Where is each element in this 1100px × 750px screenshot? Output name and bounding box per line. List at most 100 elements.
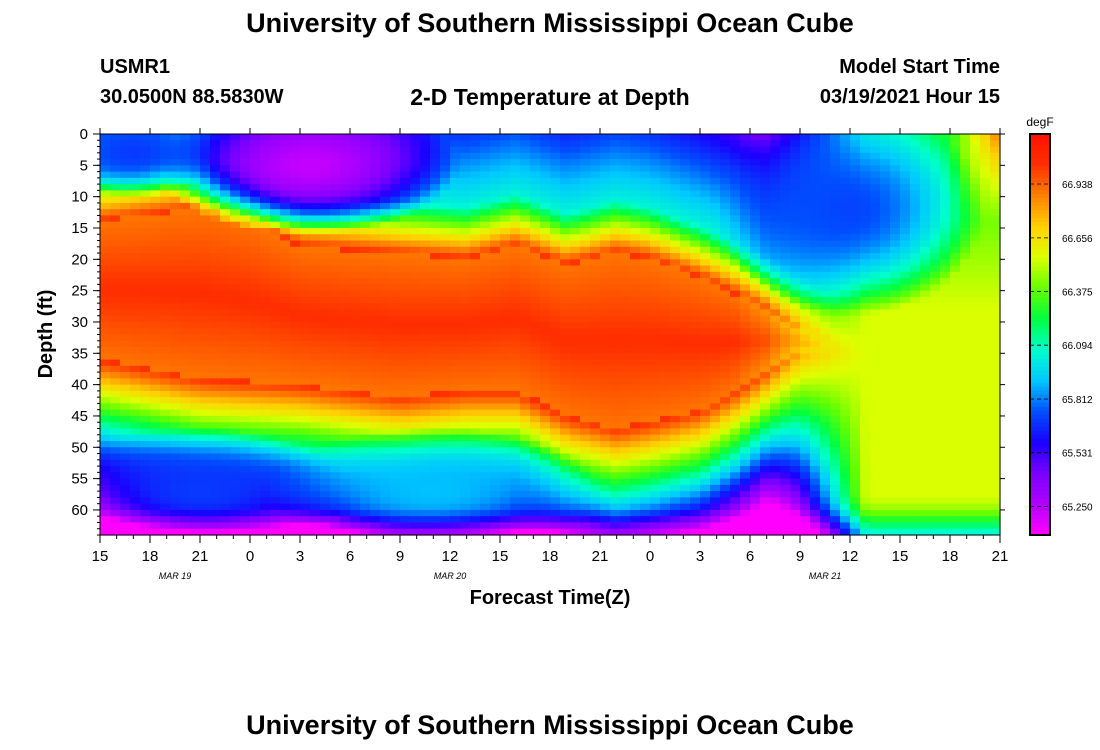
heatmap-cell xyxy=(340,378,351,386)
heatmap-cell xyxy=(940,259,951,267)
heatmap-cell xyxy=(290,441,301,448)
heatmap-cell xyxy=(260,196,271,204)
heatmap-cell xyxy=(350,159,361,166)
heatmap-cell xyxy=(350,184,361,191)
heatmap-cell xyxy=(220,202,231,210)
heatmap-cell xyxy=(200,321,211,329)
heatmap-cell xyxy=(300,296,311,304)
heatmap-cell xyxy=(670,278,681,285)
heatmap-cell xyxy=(310,347,321,354)
heatmap-cell xyxy=(370,271,381,279)
heatmap-cell xyxy=(700,415,711,423)
heatmap-cell xyxy=(390,478,401,486)
heatmap-cell xyxy=(190,384,201,392)
heatmap-cell xyxy=(160,347,171,354)
heatmap-cell xyxy=(400,315,411,323)
heatmap-cell xyxy=(920,459,931,467)
heatmap-cell xyxy=(990,334,1001,342)
heatmap-cell xyxy=(240,453,251,461)
heatmap-cell xyxy=(910,453,921,461)
heatmap-cell xyxy=(760,403,771,411)
heatmap-cell xyxy=(710,296,721,304)
heatmap-cell xyxy=(640,196,651,204)
heatmap-cell xyxy=(580,415,591,423)
heatmap-cell xyxy=(170,296,181,304)
heatmap-cell xyxy=(370,447,381,455)
heatmap-cell xyxy=(710,221,721,229)
heatmap-cell xyxy=(300,365,311,373)
heatmap-cell xyxy=(220,221,231,229)
heatmap-cell xyxy=(450,253,461,260)
heatmap-cell xyxy=(620,441,631,448)
heatmap-cell xyxy=(290,315,301,323)
heatmap-cell xyxy=(950,253,961,260)
heatmap-cell xyxy=(940,296,951,304)
heatmap-cell xyxy=(880,202,891,210)
heatmap-cell xyxy=(560,246,571,254)
heatmap-cell xyxy=(590,328,601,336)
heatmap-cell xyxy=(600,290,611,298)
heatmap-cell xyxy=(840,428,851,436)
heatmap-cell xyxy=(460,328,471,336)
heatmap-cell xyxy=(200,459,211,467)
heatmap-cell xyxy=(730,384,741,392)
heatmap-cell xyxy=(720,472,731,480)
heatmap-cell xyxy=(460,253,471,260)
heatmap-cell xyxy=(750,453,761,461)
heatmap-cell xyxy=(160,296,171,304)
heatmap-cell xyxy=(700,459,711,467)
heatmap-cell xyxy=(280,227,291,235)
heatmap-cell xyxy=(980,315,991,323)
heatmap-cell xyxy=(960,134,971,141)
heatmap-cell xyxy=(640,390,651,398)
heatmap-cell xyxy=(770,459,781,467)
heatmap-cell xyxy=(160,215,171,223)
heatmap-cell xyxy=(790,340,801,348)
heatmap-cell xyxy=(550,397,561,405)
heatmap-cell xyxy=(630,246,641,254)
heatmap-cell xyxy=(610,253,621,260)
heatmap-cell xyxy=(560,259,571,267)
heatmap-cell xyxy=(700,334,711,342)
heatmap-cell xyxy=(580,422,591,430)
heatmap-cell xyxy=(950,265,961,273)
heatmap-cell xyxy=(730,403,741,411)
heatmap-cell xyxy=(610,459,621,467)
heatmap-cell xyxy=(200,146,211,154)
heatmap-cell xyxy=(700,227,711,235)
heatmap-cell xyxy=(180,390,191,398)
heatmap-cell xyxy=(390,240,401,248)
heatmap-cell xyxy=(440,428,451,436)
heatmap-cell xyxy=(600,365,611,373)
heatmap-cell xyxy=(880,340,891,348)
heatmap-cell xyxy=(370,221,381,229)
heatmap-cell xyxy=(910,190,921,198)
heatmap-cell xyxy=(220,303,231,311)
heatmap-cell xyxy=(330,353,341,361)
heatmap-cell xyxy=(610,215,621,223)
heatmap-cell xyxy=(410,159,421,166)
heatmap-cell xyxy=(870,472,881,480)
heatmap-cell xyxy=(840,397,851,405)
heatmap-cell xyxy=(970,397,981,405)
heatmap-cell xyxy=(160,146,171,154)
heatmap-cell xyxy=(720,209,731,217)
heatmap-cell xyxy=(630,171,641,179)
heatmap-cell xyxy=(930,215,941,223)
heatmap-cell xyxy=(690,165,701,173)
heatmap-cell xyxy=(580,390,591,398)
heatmap-cell xyxy=(610,334,621,342)
heatmap-cell xyxy=(960,315,971,323)
heatmap-cell xyxy=(700,140,711,148)
heatmap-cell xyxy=(570,177,581,185)
heatmap-cell xyxy=(770,215,781,223)
heatmap-cell xyxy=(500,159,511,166)
heatmap-cell xyxy=(730,303,741,311)
heatmap-cell xyxy=(370,403,381,411)
heatmap-cell xyxy=(430,177,441,185)
heatmap-cell xyxy=(730,146,741,154)
heatmap-cell xyxy=(550,328,561,336)
heatmap-cell xyxy=(790,134,801,141)
heatmap-cell xyxy=(110,372,121,379)
